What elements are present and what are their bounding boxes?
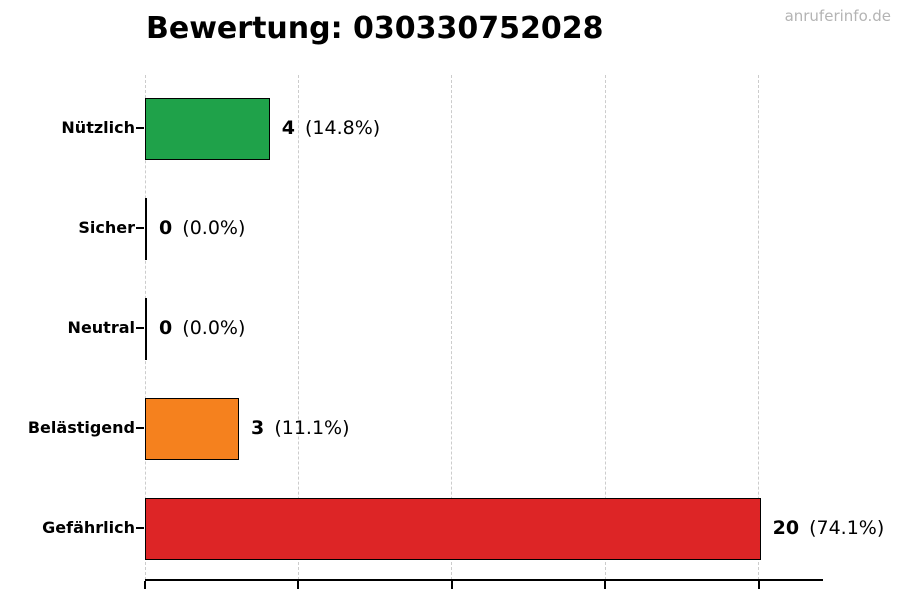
- category-label: Belästigend: [27, 417, 135, 437]
- y-axis-tick: [136, 226, 144, 229]
- x-axis-tick: [144, 581, 146, 589]
- gridline: [604, 75, 606, 580]
- value-percent: (0.0%): [182, 316, 246, 339]
- y-axis-tick: [136, 326, 144, 329]
- value-count: 3: [251, 416, 265, 439]
- gridline: [297, 75, 299, 580]
- category-label: Sicher: [78, 217, 135, 237]
- value-label: 4 (14.8%): [282, 115, 380, 141]
- x-axis-line: [145, 579, 823, 581]
- y-axis-tick: [136, 526, 144, 529]
- chart-title: Bewertung: 030330752028: [146, 11, 604, 46]
- gridline: [451, 75, 453, 580]
- gridline: [758, 75, 760, 580]
- value-percent: (74.1%): [809, 516, 885, 539]
- value-percent: (14.8%): [305, 116, 381, 139]
- value-label: 0 (0.0%): [159, 315, 245, 341]
- value-percent: (11.1%): [274, 416, 350, 439]
- bar-nuetzlich: [145, 97, 270, 160]
- x-axis-tick: [604, 581, 607, 589]
- value-label: 20 (74.1%): [773, 515, 885, 541]
- bar-neutral: [145, 297, 147, 360]
- y-axis-tick: [136, 426, 144, 429]
- value-percent: (0.0%): [182, 216, 246, 239]
- value-label: 3 (11.1%): [251, 415, 349, 441]
- value-label: 0 (0.0%): [159, 215, 245, 241]
- bar-gefaehrlich: [145, 497, 761, 560]
- x-axis-tick: [757, 581, 760, 589]
- y-axis-tick: [136, 126, 144, 129]
- x-axis-tick: [450, 581, 453, 589]
- value-count: 0: [159, 216, 173, 239]
- watermark: anruferinfo.de: [784, 7, 891, 25]
- category-label: Neutral: [67, 317, 135, 337]
- bar-belaestigend: [145, 397, 240, 460]
- category-label: Gefährlich: [42, 517, 135, 537]
- bar-sicher: [145, 197, 147, 260]
- value-count: 0: [159, 316, 173, 339]
- category-label: Nützlich: [61, 117, 135, 137]
- value-count: 20: [772, 516, 800, 539]
- x-axis-tick: [297, 581, 300, 589]
- value-count: 4: [281, 116, 295, 139]
